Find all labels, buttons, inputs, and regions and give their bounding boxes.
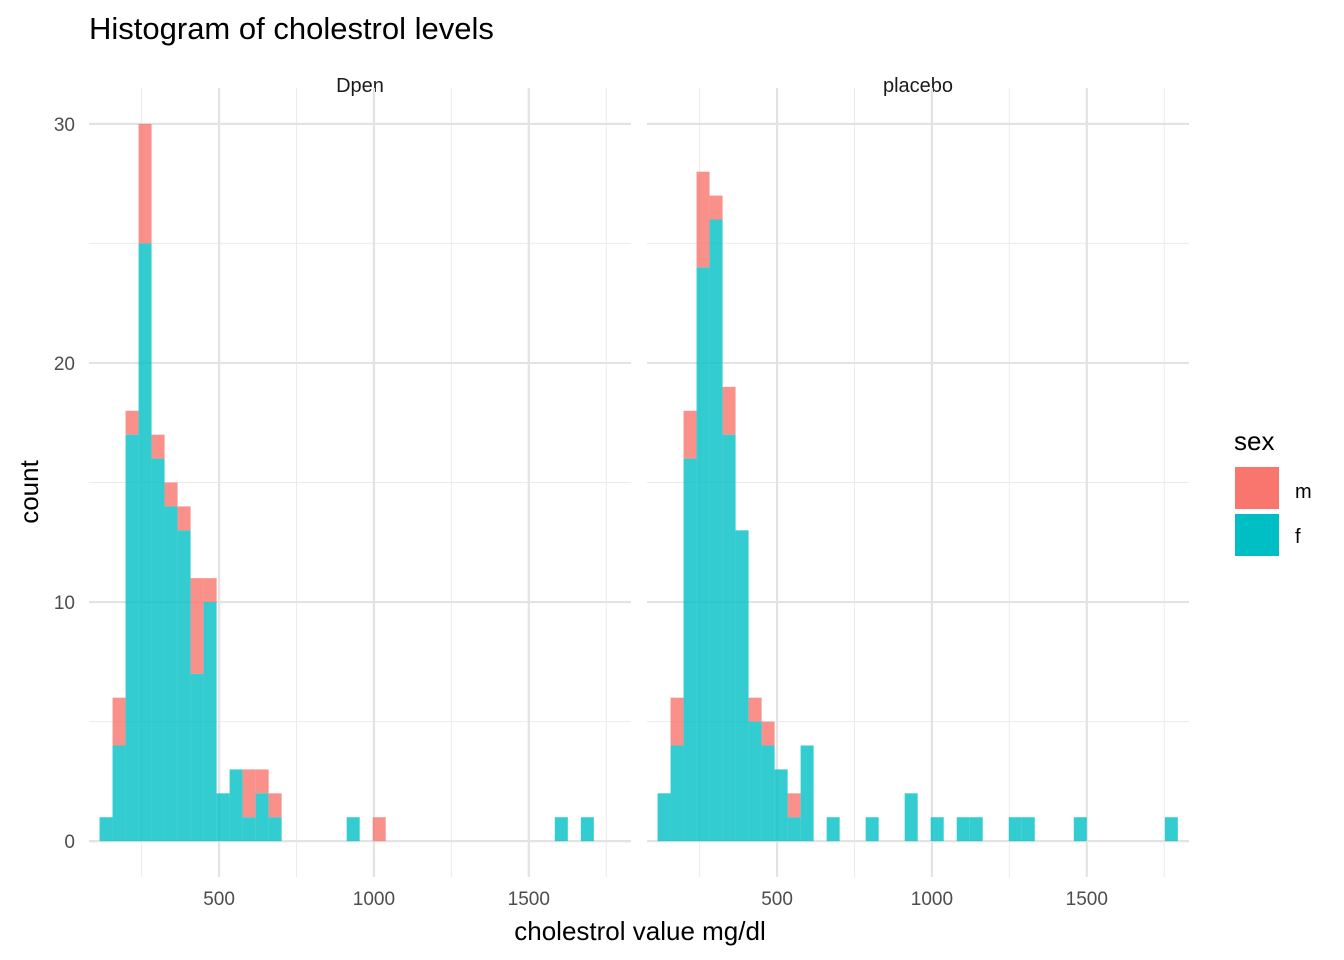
x-tick-label: 1000 bbox=[353, 889, 395, 910]
bar-f bbox=[657, 793, 671, 842]
bar-f bbox=[125, 434, 139, 842]
bar-f bbox=[735, 530, 749, 842]
bar-f bbox=[138, 243, 152, 842]
y-tick-label: 10 bbox=[54, 593, 75, 614]
bar-m bbox=[112, 697, 126, 746]
bar-f bbox=[99, 817, 113, 842]
bar-f bbox=[722, 434, 736, 842]
bar-m bbox=[255, 769, 269, 794]
bar-m bbox=[787, 793, 801, 818]
bar-m bbox=[190, 578, 204, 674]
bar-m bbox=[242, 769, 256, 818]
bar-f bbox=[761, 745, 775, 842]
bar-f bbox=[580, 817, 594, 842]
bar-f bbox=[800, 745, 814, 842]
legend-swatch-m bbox=[1235, 467, 1279, 509]
bar-f bbox=[865, 817, 879, 842]
y-tick-label: 30 bbox=[54, 115, 75, 136]
bar-m bbox=[203, 578, 217, 603]
bar-f bbox=[346, 817, 360, 842]
chart-title: Histogram of cholestrol levels bbox=[89, 11, 494, 46]
bar-f bbox=[826, 817, 840, 842]
bar-f bbox=[1164, 817, 1178, 842]
y-tick-label: 20 bbox=[54, 354, 75, 375]
bar-f bbox=[190, 673, 204, 842]
bar-f bbox=[683, 458, 697, 842]
y-axis-title: count bbox=[14, 459, 44, 523]
y-axis-ticks: 0 10 20 30 bbox=[54, 115, 75, 853]
bar-f bbox=[696, 267, 710, 842]
bars-dpen bbox=[99, 123, 594, 842]
bar-f bbox=[151, 458, 165, 842]
bar-f bbox=[164, 506, 178, 842]
facet-panel-placebo: placebo 500 1000 1500 bbox=[647, 75, 1189, 910]
bar-f bbox=[203, 602, 217, 842]
y-tick-label: 0 bbox=[64, 832, 75, 853]
bar-f bbox=[554, 817, 568, 842]
bar-f bbox=[709, 219, 723, 842]
bar-f bbox=[670, 745, 684, 842]
bar-m bbox=[709, 195, 723, 220]
legend-swatch-f bbox=[1235, 514, 1279, 556]
bar-f bbox=[216, 793, 230, 842]
bar-m bbox=[177, 506, 191, 531]
bar-f bbox=[112, 745, 126, 842]
bar-m bbox=[138, 123, 152, 244]
bar-f bbox=[904, 793, 918, 842]
legend-label-m: m bbox=[1295, 481, 1312, 503]
bar-m bbox=[151, 434, 165, 459]
bar-f bbox=[930, 817, 944, 842]
x-axis-title: cholestrol value mg/dl bbox=[514, 916, 765, 946]
x-tick-label: 500 bbox=[761, 889, 793, 910]
bar-f bbox=[956, 817, 970, 842]
x-tick-label: 1000 bbox=[911, 889, 953, 910]
bar-m bbox=[125, 410, 139, 435]
bar-m bbox=[164, 482, 178, 507]
x-tick-label: 500 bbox=[203, 889, 235, 910]
bar-f bbox=[969, 817, 983, 842]
bar-m bbox=[748, 697, 762, 722]
x-tick-label: 1500 bbox=[1066, 889, 1108, 910]
bar-f bbox=[1008, 817, 1022, 842]
bar-f bbox=[268, 817, 282, 842]
facet-label-placebo: placebo bbox=[883, 75, 953, 97]
bar-m bbox=[683, 410, 697, 459]
facet-panel-dpen: Dpen 500 1000 1500 bbox=[89, 75, 631, 910]
bar-m bbox=[761, 721, 775, 746]
legend: sex m f bbox=[1234, 426, 1312, 556]
bar-f bbox=[1021, 817, 1035, 842]
bar-f bbox=[255, 793, 269, 842]
legend-label-f: f bbox=[1295, 526, 1301, 548]
bar-f bbox=[177, 530, 191, 842]
bar-m bbox=[372, 817, 386, 842]
bar-m bbox=[268, 793, 282, 818]
bar-f bbox=[242, 817, 256, 842]
x-ticks-placebo: 500 1000 1500 bbox=[761, 889, 1108, 910]
bar-f bbox=[787, 817, 801, 842]
bar-m bbox=[670, 697, 684, 746]
bar-f bbox=[774, 769, 788, 842]
x-ticks-dpen: 500 1000 1500 bbox=[203, 889, 550, 910]
facet-label-dpen: Dpen bbox=[336, 75, 384, 97]
bar-m bbox=[722, 386, 736, 435]
bar-f bbox=[229, 769, 243, 842]
x-tick-label: 1500 bbox=[508, 889, 550, 910]
bar-m bbox=[696, 171, 710, 268]
bar-f bbox=[748, 721, 762, 842]
bar-f bbox=[1073, 817, 1087, 842]
bars-placebo bbox=[657, 171, 1178, 842]
legend-title: sex bbox=[1234, 426, 1274, 456]
